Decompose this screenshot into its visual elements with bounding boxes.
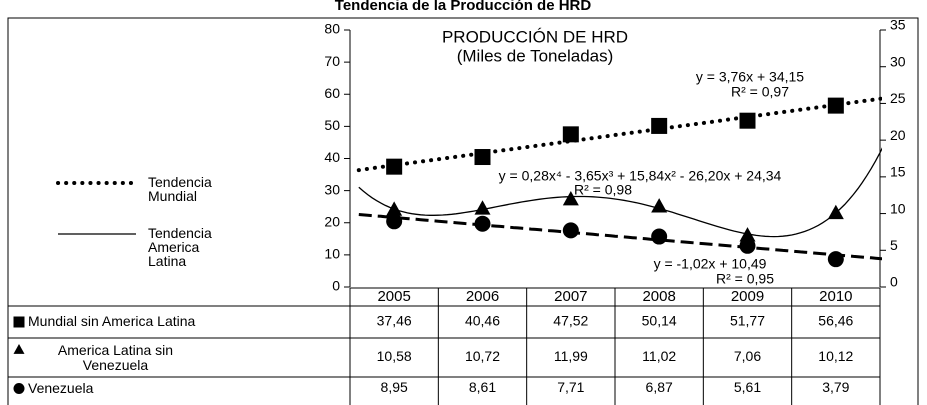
marker-triangle <box>562 190 579 206</box>
marker-triangle <box>13 344 25 354</box>
y2-tick-label: 30 <box>890 53 906 69</box>
marker-square <box>651 117 668 134</box>
y-tick-label: 70 <box>324 53 340 69</box>
marker-triangle <box>386 201 403 216</box>
marker-square <box>474 149 491 166</box>
table-value: 8,61 <box>469 379 496 395</box>
x-tick-label: 2006 <box>466 288 499 305</box>
y-tick-label: 20 <box>324 213 340 229</box>
legend-label: Venezuela <box>28 379 94 396</box>
marker-square <box>13 316 25 328</box>
y-tick-label: 50 <box>324 117 340 133</box>
table-value: 3,79 <box>822 379 849 395</box>
table-value: 7,06 <box>734 348 761 364</box>
x-tick-label: 2010 <box>819 288 852 305</box>
marker-square <box>386 158 403 175</box>
y2-tick-label: 25 <box>890 90 906 106</box>
x-tick-label: 2007 <box>554 288 587 305</box>
table-value: 47,52 <box>553 313 588 329</box>
legend-label: Tendencia America Latina <box>148 225 212 269</box>
marker-circle <box>739 237 756 254</box>
trend-r2: R² = 0,95 <box>716 271 774 287</box>
marker-square <box>739 112 756 129</box>
y-tick-label: 80 <box>324 21 340 37</box>
trend-line <box>358 213 882 261</box>
table-value: 37,46 <box>377 313 412 329</box>
marker-circle <box>474 215 491 232</box>
legend-key <box>13 344 25 354</box>
table-value: 11,02 <box>642 348 676 364</box>
trend-line <box>356 96 882 173</box>
table-value: 10,72 <box>465 348 500 364</box>
y-tick-label: 0 <box>332 278 340 294</box>
x-tick-label: 2009 <box>731 288 764 305</box>
table-value: 40,46 <box>465 313 500 329</box>
table-value: 51,77 <box>730 313 765 329</box>
y2-tick-label: 0 <box>890 274 898 290</box>
unit-label: (Miles de Toneladas) <box>457 46 614 65</box>
legend-key <box>13 383 25 394</box>
marker-square <box>827 97 844 114</box>
marker-triangle <box>827 204 844 220</box>
x-tick-label: 2008 <box>642 288 675 305</box>
table-value: 10,12 <box>818 348 853 364</box>
plot-area <box>356 96 882 261</box>
trend-r2: R² = 0,98 <box>574 182 632 198</box>
legend-label: Mundial sin America Latina <box>28 313 196 329</box>
marker-circle <box>13 383 25 394</box>
y-tick-label: 60 <box>324 85 340 101</box>
legend-label: Tendencia Mundial <box>148 174 212 204</box>
y-tick-label: 30 <box>324 181 340 197</box>
y2-tick-label: 20 <box>890 127 906 143</box>
marker-triangle <box>651 198 668 213</box>
chart-title: Tendencia de la Producción de HRD <box>335 0 592 14</box>
trend-line <box>358 147 882 238</box>
chart-subtitle: PRODUCCIÓN DE HRD <box>442 27 628 46</box>
table-value: 56,46 <box>818 313 853 329</box>
y2-tick-label: 15 <box>890 164 906 180</box>
y2-tick-label: 10 <box>890 200 906 216</box>
table-value: 10,58 <box>377 348 412 364</box>
marker-triangle <box>739 227 756 242</box>
chart-frame <box>7 17 919 405</box>
trend-equation: y = 0,28x⁴ - 3,65x³ + 15,84x² - 26,20x +… <box>499 168 782 184</box>
legend-label: America Latina sin Venezuela <box>57 342 174 373</box>
trend-equation: y = -1,02x + 10,49 <box>654 256 767 272</box>
y2-tick-label: 5 <box>890 237 898 253</box>
table-value: 11,99 <box>554 348 588 364</box>
marker-circle <box>827 251 844 268</box>
trend-equation: y = 3,76x + 34,15 <box>696 69 804 85</box>
legend-key <box>13 316 25 328</box>
trend-r2: R² = 0,97 <box>731 84 789 100</box>
x-tick-label: 2005 <box>377 288 410 305</box>
y2-tick-label: 35 <box>890 17 906 33</box>
table-value: 6,87 <box>646 379 673 395</box>
table-value: 50,14 <box>642 313 677 329</box>
table-value: 5,61 <box>734 379 761 395</box>
table-value: 7,71 <box>557 379 584 395</box>
marker-square <box>562 126 579 143</box>
marker-circle <box>386 213 403 230</box>
table-value: 8,95 <box>381 379 408 395</box>
marker-triangle <box>474 200 491 215</box>
marker-circle <box>562 222 579 239</box>
marker-circle <box>651 228 668 245</box>
y-tick-label: 40 <box>324 149 340 165</box>
y-tick-label: 10 <box>324 246 340 262</box>
